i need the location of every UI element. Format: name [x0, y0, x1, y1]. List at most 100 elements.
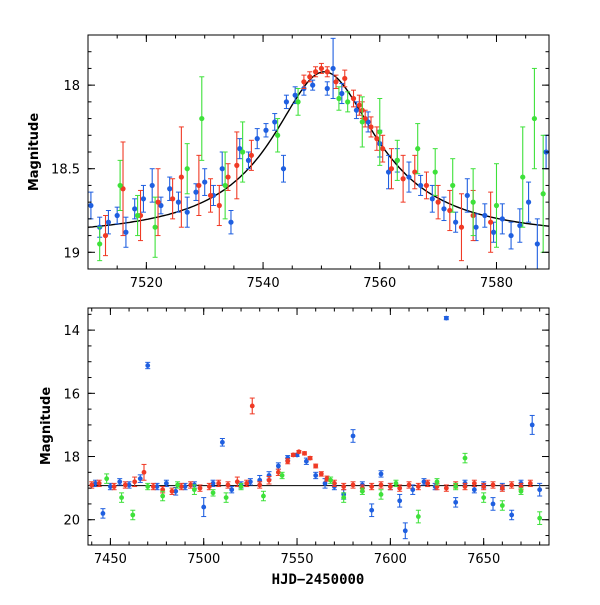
- bottom-red-point: [406, 481, 412, 489]
- top-red-point: [368, 116, 374, 138]
- bottom-red-point: [197, 484, 203, 492]
- top-blue-point: [464, 178, 470, 213]
- bottom-green-point: [191, 484, 197, 495]
- bottom-green-point: [104, 473, 110, 484]
- top-blue-point: [219, 151, 225, 186]
- top-red-point: [312, 66, 319, 78]
- bottom-y-axis-label: Magnitude: [39, 387, 54, 466]
- bottom-red-point: [324, 475, 330, 482]
- top-green-point: [359, 96, 365, 148]
- top-blue-point: [132, 198, 138, 220]
- top-blue-point: [353, 101, 360, 120]
- bottom-red-point: [141, 463, 147, 481]
- bottom-panel-frame: [87, 307, 550, 546]
- top-blue-point: [263, 123, 269, 138]
- bottom-red-point: [318, 471, 324, 477]
- top-blue-point: [330, 37, 336, 100]
- bottom-x-tick-label: 7600: [374, 552, 407, 567]
- bottom-green-point: [160, 490, 166, 502]
- bottom-green-point: [175, 481, 181, 489]
- bottom-green-point: [210, 489, 216, 497]
- bottom-blue-point: [443, 315, 449, 321]
- top-green-point: [240, 121, 246, 183]
- top-green-point: [222, 151, 228, 220]
- top-blue-point: [324, 81, 330, 96]
- bottom-blue-point: [303, 457, 309, 465]
- top-green-point: [377, 98, 383, 166]
- bottom-blue-point: [490, 497, 496, 511]
- top-blue-point: [167, 176, 173, 201]
- top-red-point: [225, 163, 231, 191]
- top-blue-point: [114, 206, 120, 225]
- top-x-tick-label: 7540: [247, 276, 280, 291]
- bottom-x-tick-label: 7450: [94, 552, 127, 567]
- top-red-point: [447, 189, 453, 232]
- top-blue-point: [499, 203, 505, 235]
- top-model-curve: [88, 71, 549, 228]
- top-blue-point: [525, 181, 532, 223]
- top-blue-point: [228, 210, 234, 235]
- top-blue-point: [508, 221, 514, 250]
- bottom-blue-point: [410, 484, 416, 495]
- top-red-point: [388, 148, 395, 190]
- top-green-point: [450, 158, 456, 213]
- bottom-green-point: [378, 489, 384, 500]
- bottom-blue-point: [397, 493, 403, 508]
- bottom-red-point: [471, 479, 477, 488]
- bottom-x-axis-label: HJD−2450000: [272, 572, 365, 588]
- top-red-point: [178, 126, 184, 228]
- top-blue-point: [517, 208, 523, 243]
- bottom-red-point: [490, 481, 496, 489]
- bottom-blue-point: [163, 479, 169, 488]
- top-green-point: [520, 126, 526, 228]
- top-red-point: [350, 89, 357, 108]
- bottom-red-point: [350, 481, 356, 489]
- top-green-point: [345, 91, 351, 113]
- bottom-blue-point: [117, 478, 123, 486]
- bottom-red-point: [96, 479, 102, 488]
- top-blue-point: [245, 151, 252, 170]
- top-panel-frame: [87, 34, 550, 270]
- bottom-red-point: [285, 458, 291, 465]
- bottom-red-point: [369, 482, 375, 491]
- bottom-red-point: [397, 484, 403, 492]
- top-blue-point: [202, 168, 208, 196]
- top-x-tick-label: 7560: [363, 276, 396, 291]
- top-red-point: [423, 171, 430, 200]
- top-blue-point: [365, 111, 371, 133]
- top-y-axis-label: Magnitude: [27, 113, 42, 192]
- top-blue-point: [310, 79, 316, 91]
- top-red-point: [458, 193, 465, 262]
- bottom-blue-point: [229, 486, 235, 494]
- bottom-blue-point: [471, 486, 477, 494]
- bottom-red-point: [132, 476, 138, 488]
- bottom-blue-point: [378, 470, 384, 478]
- top-blue-point: [385, 154, 392, 190]
- bottom-red-point: [206, 482, 212, 491]
- bottom-blue-point: [453, 497, 459, 508]
- bottom-red-point: [257, 481, 263, 489]
- bottom-green-point: [119, 492, 125, 503]
- top-red-point: [307, 71, 313, 83]
- bottom-green-point: [223, 492, 229, 503]
- top-green-point: [394, 139, 400, 181]
- top-blue-point: [149, 168, 155, 203]
- bottom-blue-point: [421, 478, 427, 486]
- top-green-point: [117, 159, 123, 211]
- top-blue-point: [283, 94, 290, 110]
- top-green-point: [275, 118, 281, 153]
- bottom-blue-point: [247, 478, 253, 486]
- top-blue-point: [453, 211, 459, 233]
- top-blue-point: [441, 196, 447, 222]
- top-blue-point: [175, 191, 182, 213]
- bottom-y-tick-label: 20: [63, 514, 80, 529]
- top-panel-marks: [88, 37, 549, 269]
- bottom-red-point: [481, 482, 487, 491]
- top-blue-point: [272, 113, 278, 131]
- bottom-red-point: [443, 484, 449, 492]
- bottom-panel-marks: [88, 315, 549, 540]
- top-red-point: [412, 154, 418, 190]
- top-red-point: [318, 62, 325, 74]
- top-red-point: [362, 109, 368, 128]
- top-green-point: [135, 194, 141, 237]
